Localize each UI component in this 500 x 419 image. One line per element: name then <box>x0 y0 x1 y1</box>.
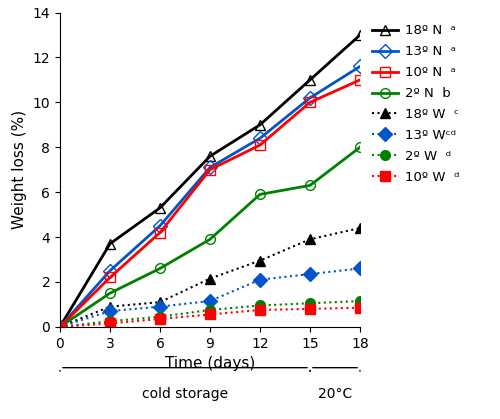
Legend: 18º N  ᵃ, 13º N  ᵃ, 10º N  ᵃ, 2º N  b, 18º W  ᶜ, 13º Wᶜᵈ, 2º W  ᵈ, 10º W  ᵈ: 18º N ᵃ, 13º N ᵃ, 10º N ᵃ, 2º N b, 18º W… <box>366 19 464 189</box>
Text: cold storage: cold storage <box>142 386 228 401</box>
X-axis label: Time (days): Time (days) <box>165 356 255 371</box>
Y-axis label: Weight loss (%): Weight loss (%) <box>12 110 27 229</box>
Text: 20°C: 20°C <box>318 386 352 401</box>
